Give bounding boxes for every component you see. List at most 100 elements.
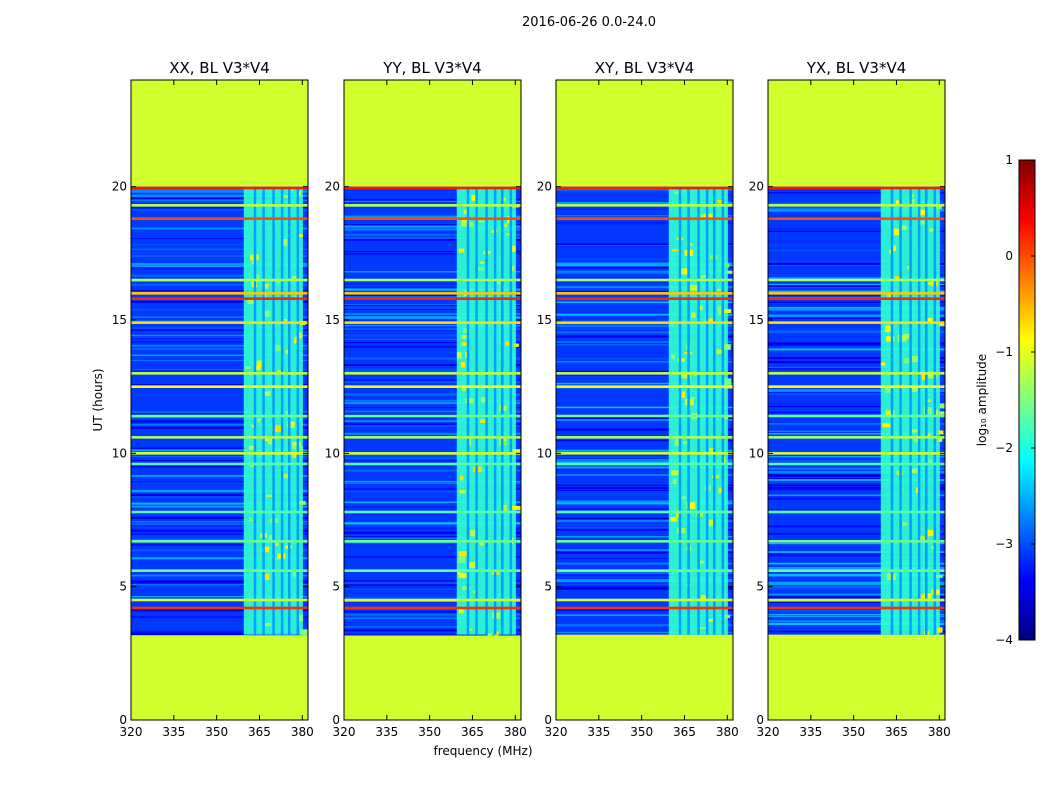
data-row — [344, 288, 521, 291]
bright-row — [556, 510, 733, 514]
data-row — [556, 562, 733, 565]
data-row — [344, 316, 521, 319]
bright-row — [344, 510, 521, 514]
x-tick-label: 335 — [375, 725, 398, 739]
data-row — [131, 449, 308, 452]
rfi-blob — [939, 403, 945, 409]
data-row — [556, 593, 733, 595]
data-row — [556, 382, 733, 385]
data-row — [768, 228, 945, 230]
rfi-line — [288, 186, 291, 635]
data-row — [556, 576, 733, 578]
colorbar-scale — [1018, 159, 1036, 641]
bright-row — [131, 321, 308, 324]
panel-title: XX, BL V3*V4 — [169, 59, 270, 77]
y-tick-label: 20 — [749, 180, 764, 194]
data-row — [556, 258, 733, 260]
rfi-blob — [500, 504, 508, 512]
bright-row — [556, 462, 733, 466]
y-tick-label: 5 — [119, 580, 127, 594]
data-row — [131, 533, 308, 535]
bright-row — [556, 372, 733, 375]
data-row — [556, 271, 733, 274]
rfi-blob — [297, 332, 303, 339]
data-row — [131, 320, 308, 322]
rfi-blob — [671, 470, 679, 476]
bright-row — [131, 385, 308, 388]
data-row — [131, 447, 308, 450]
rfi-blob — [882, 423, 891, 428]
rfi-blob — [708, 519, 716, 527]
rfi-blob — [928, 459, 933, 465]
bright-row — [768, 204, 945, 207]
data-row — [556, 262, 733, 265]
data-row — [344, 308, 521, 310]
data-row — [344, 215, 521, 219]
data-row — [768, 542, 945, 545]
colorbar-tick-label: −4 — [995, 633, 1013, 647]
x-tick-label: 350 — [418, 725, 441, 739]
colorbar-tick-label: −3 — [995, 537, 1013, 551]
data-row — [768, 474, 945, 477]
data-row — [344, 225, 521, 228]
data-row — [344, 584, 521, 587]
rfi-blob — [283, 318, 287, 322]
data-row — [768, 562, 945, 565]
data-row — [768, 593, 945, 596]
x-tick-label: 350 — [842, 725, 865, 739]
data-row — [344, 490, 521, 492]
rfi-blob — [723, 344, 731, 350]
rfi-blob — [927, 433, 931, 438]
data-row — [131, 267, 308, 270]
data-row — [131, 549, 308, 552]
panel-plot-area — [556, 80, 733, 720]
data-row — [556, 624, 733, 627]
data-row — [344, 501, 521, 504]
data-row — [768, 484, 945, 487]
data-row — [131, 420, 308, 423]
data-row — [556, 528, 733, 531]
bright-row — [344, 372, 521, 375]
data-row — [344, 351, 521, 354]
colorbar-label: log₁₀ amplitude — [975, 354, 989, 446]
y-axis-label: UT (hours) — [91, 368, 105, 431]
colorbar-tick-label: 1 — [1005, 153, 1013, 167]
data-row — [556, 456, 733, 459]
data-row — [556, 299, 733, 302]
data-row — [344, 406, 521, 408]
rfi-blob — [254, 365, 261, 371]
panel-2: YY, BL V3*V4 320 335 350 365 380 0 5 10 15 20 — [325, 59, 527, 739]
bright-row — [556, 204, 733, 207]
data-row — [344, 522, 521, 525]
rfi-line — [501, 186, 504, 635]
bright-row — [131, 436, 308, 439]
rfi-blob — [688, 284, 698, 291]
rfi-blob — [510, 266, 515, 271]
data-row — [344, 482, 521, 484]
data-row — [768, 553, 945, 557]
data-row — [131, 459, 308, 462]
rfi-line — [909, 186, 912, 635]
data-row — [768, 582, 945, 585]
data-row — [344, 545, 521, 548]
bright-row — [344, 217, 521, 220]
data-row — [768, 330, 945, 333]
data-row — [344, 369, 521, 372]
data-row — [768, 303, 945, 307]
data-row — [344, 375, 521, 378]
data-row — [131, 289, 308, 292]
data-row — [131, 308, 308, 311]
rfi-blob — [268, 437, 273, 445]
rfi-line — [687, 186, 690, 635]
bright-row — [768, 436, 945, 439]
data-row — [556, 301, 733, 303]
bright-row — [556, 598, 733, 602]
rfi-blob — [247, 299, 255, 305]
data-row — [556, 358, 733, 360]
data-row — [556, 608, 733, 611]
bright-row — [768, 372, 945, 375]
rfi-blob — [480, 261, 485, 264]
data-row — [556, 343, 733, 346]
data-row — [556, 417, 733, 420]
data-row — [768, 283, 945, 285]
